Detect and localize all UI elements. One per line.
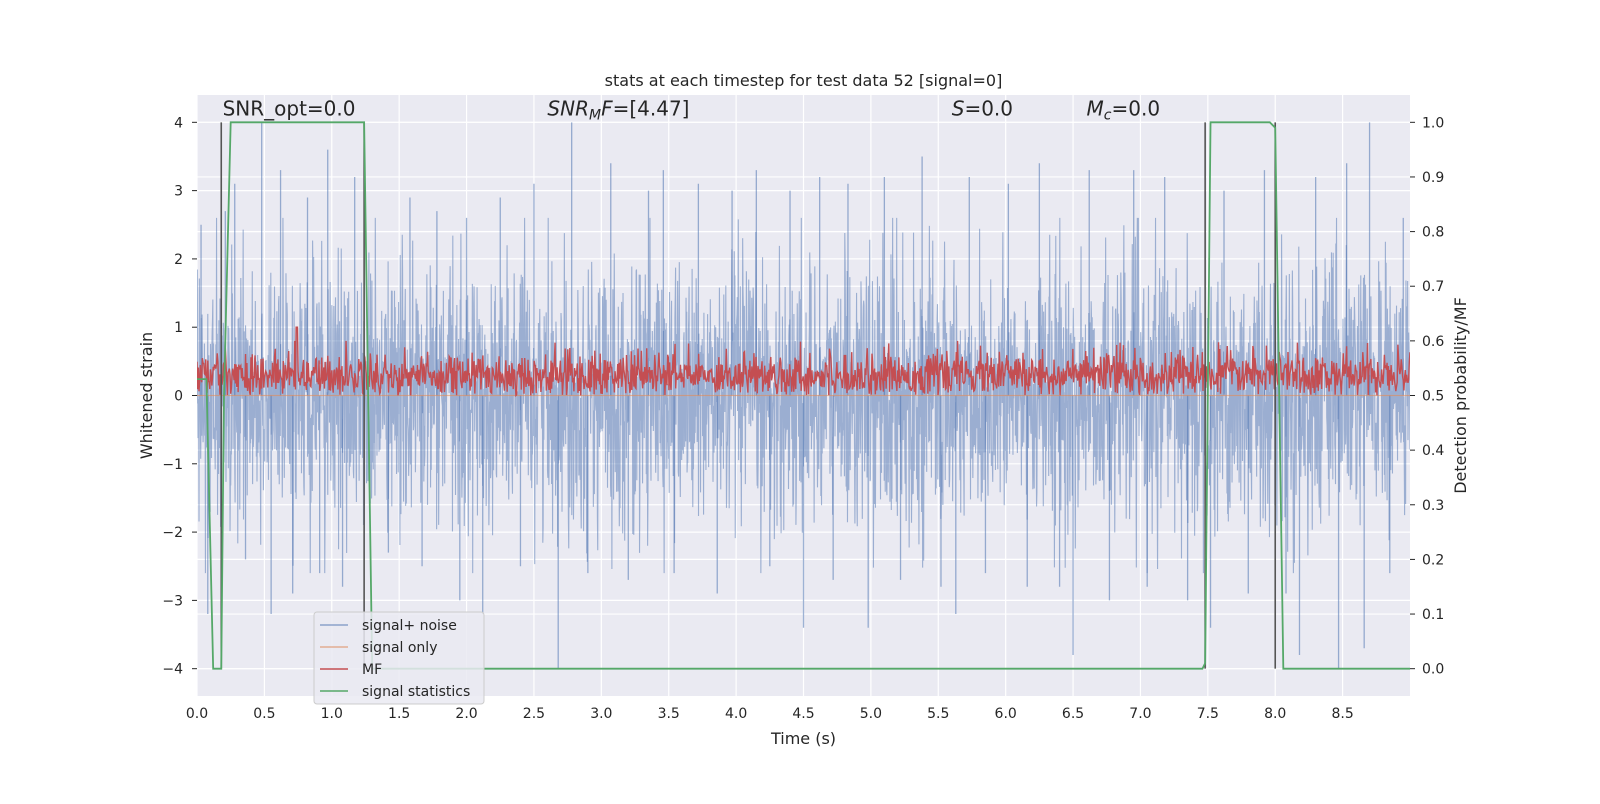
x-tick-label: 0.5 [253,706,275,722]
legend-label: signal statistics [362,684,470,700]
x-tick-label: 1.0 [321,706,343,722]
y-axis-label-right: Detection probability/MF [1451,297,1470,494]
x-tick-label: 6.0 [995,706,1017,722]
annotation-snr-mf: SNRMF=[4.47] [547,96,689,123]
x-tick-label: 3.0 [590,706,612,722]
x-tick-label: 0.0 [186,706,208,722]
legend-label: signal only [362,640,437,656]
x-tick-label: 6.5 [1062,706,1084,722]
y-tick-label-right: 1.0 [1422,115,1444,131]
annotations: SNR_opt=0.0 SNRMF=[4.47] S=0.0 Mc=0.0 [223,96,1160,123]
y-tick-label-right: 0.8 [1422,225,1444,241]
y-axis-label-left: Whitened strain [137,332,156,459]
y-tick-label-right: 0.7 [1422,279,1444,295]
y-tick-label-right: 0.4 [1422,443,1444,459]
y-tick-label-right: 0.3 [1422,498,1444,514]
x-tick-label: 2.0 [455,706,477,722]
y-tick-label-left: 4 [174,115,183,131]
y-tick-label-right: 0.5 [1422,389,1444,405]
y-tick-label-right: 0.9 [1422,170,1444,186]
tick-labels: 0.0 0.5 1.0 1.5 2.0 2.5 3.0 3.5 4.0 4.5 5.0 5.5 6.0 6… [162,115,1444,722]
x-tick-label: 2.5 [523,706,545,722]
x-tick-label: 5.0 [860,706,882,722]
x-tick-label: 3.5 [658,706,680,722]
annotation-snr-opt: SNR_opt=0.0 [223,96,356,120]
chart-title: stats at each timestep for test data 52 … [605,71,1003,90]
x-tick-label: 4.0 [725,706,747,722]
annotation-mc-value: Mc=0.0 [1087,96,1161,123]
y-tick-label-left: −2 [162,525,183,541]
annotation-s-value: S=0.0 [952,96,1013,120]
x-tick-label: 7.5 [1197,706,1219,722]
x-axis-label: Time (s) [770,729,836,748]
x-tick-label: 1.5 [388,706,410,722]
y-tick-label-left: 0 [174,389,183,405]
legend-label: signal+ noise [362,618,457,634]
legend-box [313,611,485,705]
y-tick-label-left: 2 [174,252,183,268]
y-tick-label-left: −3 [162,593,183,609]
legend-label: MF [362,662,382,678]
x-tick-label: 8.5 [1331,706,1353,722]
y-tick-label-left: −1 [162,457,183,473]
x-tick-label: 8.0 [1264,706,1286,722]
x-tick-label: 7.0 [1129,706,1151,722]
x-tick-label: 4.5 [792,706,814,722]
y-tick-label-left: 3 [174,184,183,200]
y-tick-label-right: 0.2 [1422,552,1444,568]
y-tick-label-right: 0.6 [1422,334,1444,350]
y-tick-label-left: −4 [162,662,183,678]
legend: signal+ noise signal only MF signal statist… [313,611,485,705]
y-tick-label-right: 0.0 [1422,662,1444,678]
x-tick-label: 5.5 [927,706,949,722]
y-tick-label-right: 0.1 [1422,607,1444,623]
y-tick-label-left: 1 [174,320,183,336]
